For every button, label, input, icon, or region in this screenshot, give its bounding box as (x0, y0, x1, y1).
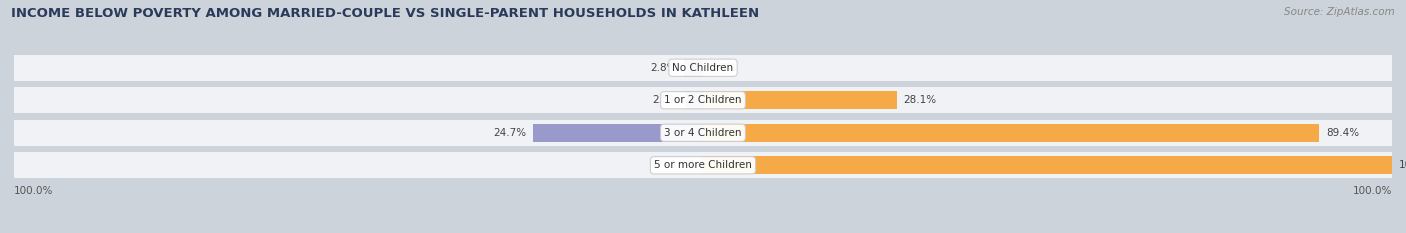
Bar (14, 55, 1392, 81)
Bar (703, 59, 706, 77)
Text: 3 or 4 Children: 3 or 4 Children (664, 128, 742, 138)
Text: INCOME BELOW POVERTY AMONG MARRIED-COUPLE VS SINGLE-PARENT HOUSEHOLDS IN KATHLEE: INCOME BELOW POVERTY AMONG MARRIED-COUPL… (11, 7, 759, 20)
Text: 1 or 2 Children: 1 or 2 Children (664, 95, 742, 105)
Bar (686, 91, 703, 109)
Bar (700, 156, 703, 174)
Bar (14, 120, 1392, 146)
Text: 5 or more Children: 5 or more Children (654, 160, 752, 170)
Bar (703, 124, 1319, 142)
Text: 2.5%: 2.5% (652, 95, 679, 105)
Text: 89.4%: 89.4% (1326, 128, 1360, 138)
Bar (533, 124, 703, 142)
Text: 100.0%: 100.0% (14, 186, 53, 196)
Text: 100.0%: 100.0% (1353, 186, 1392, 196)
Text: Source: ZipAtlas.com: Source: ZipAtlas.com (1284, 7, 1395, 17)
Text: 28.1%: 28.1% (904, 95, 936, 105)
Text: 100.0%: 100.0% (1399, 160, 1406, 170)
Text: 0.0%: 0.0% (710, 63, 737, 73)
Bar (703, 156, 1392, 174)
Text: No Children: No Children (672, 63, 734, 73)
Bar (683, 59, 703, 77)
Text: 24.7%: 24.7% (494, 128, 526, 138)
Bar (14, 87, 1392, 113)
Text: 2.8%: 2.8% (651, 63, 676, 73)
Text: 0.0%: 0.0% (669, 160, 696, 170)
Bar (14, 152, 1392, 178)
Bar (703, 91, 897, 109)
